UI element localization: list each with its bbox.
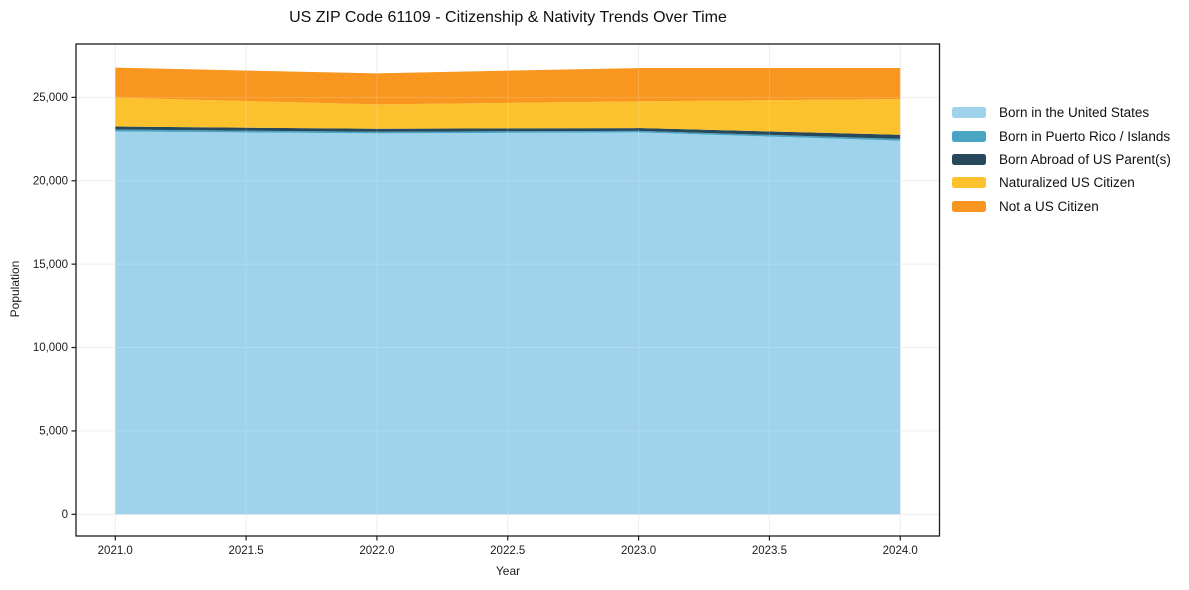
x-tick-label: 2024.0 bbox=[883, 545, 918, 557]
x-tick-label: 2021.5 bbox=[228, 545, 263, 557]
legend-label: Born in the United States bbox=[999, 105, 1150, 121]
legend-swatch-icon bbox=[952, 153, 986, 165]
legend-label: Naturalized US Citizen bbox=[999, 175, 1135, 191]
x-tick-label: 2023.5 bbox=[752, 545, 787, 557]
legend-label: Not a US Citizen bbox=[999, 198, 1099, 214]
legend-label: Born Abroad of US Parent(s) bbox=[999, 151, 1171, 167]
legend-item-not-citizen: Not a US Citizen bbox=[952, 195, 1171, 218]
legend-item-born-pr: Born in Puerto Rico / Islands bbox=[952, 124, 1171, 147]
legend-item-born-us: Born in the United States bbox=[952, 101, 1171, 124]
stacked-areas bbox=[115, 67, 901, 515]
area-not-citizen bbox=[115, 67, 901, 105]
y-tick-label: 25,000 bbox=[33, 92, 68, 104]
area-naturalized bbox=[115, 97, 901, 135]
legend-swatch-icon bbox=[952, 130, 986, 142]
y-axis-label: Population bbox=[8, 260, 22, 318]
chart-title: US ZIP Code 61109 - Citizenship & Nativi… bbox=[289, 9, 727, 26]
x-tick-label: 2022.0 bbox=[359, 545, 394, 557]
x-tick-label: 2023.0 bbox=[621, 545, 656, 557]
area-born-abroad bbox=[115, 126, 901, 139]
axis-ticks: 2021.0 2021.5 2022.0 2022.5 2023.0 2023.5 2024… bbox=[33, 92, 918, 557]
y-tick-label: 15,000 bbox=[33, 259, 68, 271]
legend-swatch-icon bbox=[952, 200, 986, 212]
area-born-pr bbox=[115, 129, 901, 141]
legend: Born in the United States Born in Puerto … bbox=[952, 101, 1171, 218]
y-tick-label: 0 bbox=[62, 509, 68, 521]
legend-swatch-icon bbox=[952, 107, 986, 119]
x-axis-label: Year bbox=[495, 564, 521, 578]
grid-overlay bbox=[76, 44, 940, 536]
x-tick-label: 2022.5 bbox=[490, 545, 525, 557]
y-tick-label: 20,000 bbox=[33, 175, 68, 187]
area-born-us bbox=[115, 131, 901, 515]
y-tick-label: 5,000 bbox=[39, 426, 68, 438]
legend-item-born-abroad: Born Abroad of US Parent(s) bbox=[952, 148, 1171, 171]
y-tick-label: 10,000 bbox=[33, 342, 68, 354]
legend-item-naturalized: Naturalized US Citizen bbox=[952, 171, 1171, 194]
legend-label: Born in Puerto Rico / Islands bbox=[999, 128, 1171, 144]
legend-swatch-icon bbox=[952, 177, 986, 189]
x-tick-label: 2021.0 bbox=[98, 545, 133, 557]
